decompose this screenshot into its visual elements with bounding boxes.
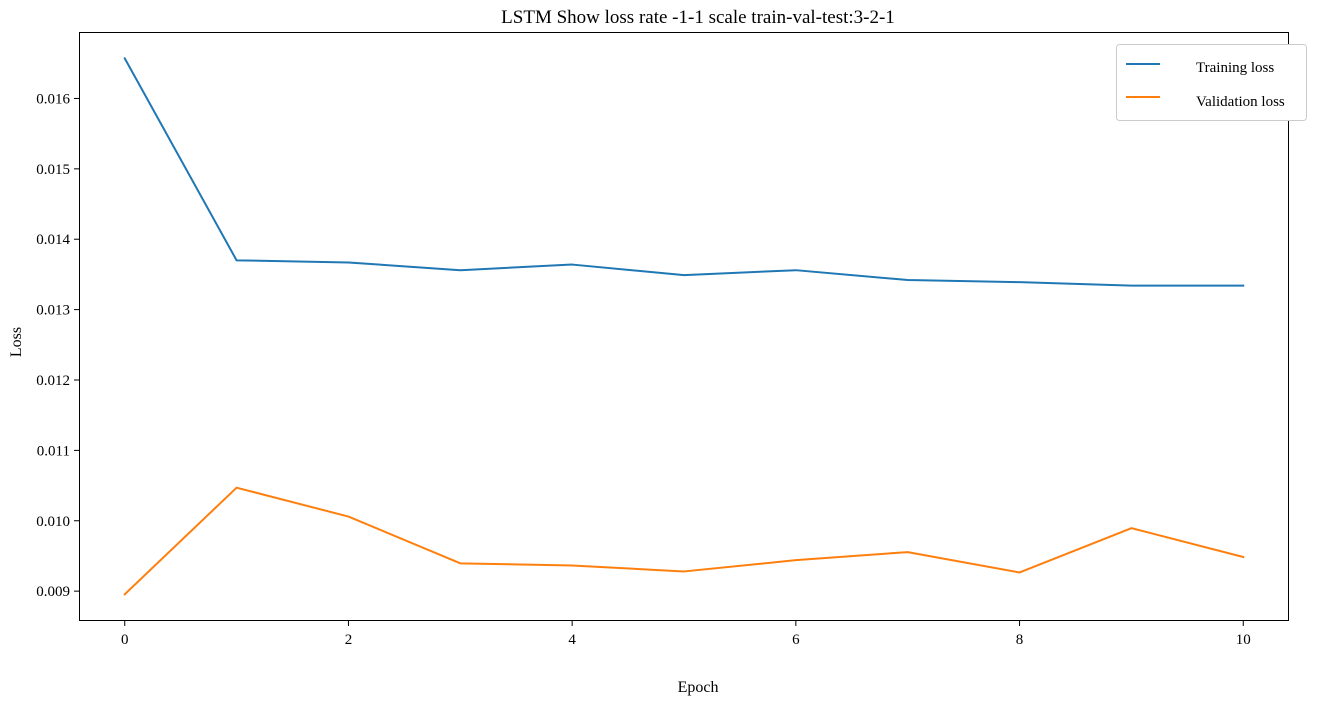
x-tick-label: 4 (568, 632, 576, 648)
legend: Training loss Validation loss (1116, 44, 1307, 121)
y-tick-label: 0.009 (36, 584, 70, 600)
x-tick-label: 2 (345, 632, 353, 648)
y-tick-label: 0.011 (37, 443, 70, 459)
y-axis-label: Loss (8, 327, 25, 357)
y-tick-label: 0.016 (36, 91, 70, 107)
y-axis-ticks: 0.009 0.010 0.011 0.012 0.013 0.014 0.015 0.016 (36, 91, 80, 600)
legend-box (1116, 44, 1307, 121)
y-tick-label: 0.013 (36, 303, 70, 319)
y-tick-label: 0.010 (36, 514, 70, 530)
x-axis-ticks: 0 2 4 6 8 10 (121, 620, 1251, 648)
x-tick-label: 8 (1016, 632, 1024, 648)
x-tick-label: 0 (121, 632, 129, 648)
y-tick-label: 0.012 (36, 373, 70, 389)
plot-frame (79, 32, 1289, 621)
y-tick-label: 0.014 (36, 232, 70, 248)
x-tick-label: 6 (792, 632, 800, 648)
series-lines (123, 56, 1245, 596)
legend-label-training-loss: Training loss (1196, 60, 1274, 76)
series-line-validation-loss (123, 486, 1245, 596)
x-tick-label: 10 (1236, 632, 1251, 648)
legend-label-validation-loss: Validation loss (1196, 94, 1285, 110)
y-tick-label: 0.015 (36, 162, 70, 178)
chart-title: LSTM Show loss rate -1-1 scale train-val… (501, 7, 895, 28)
series-line-training-loss (123, 56, 1245, 287)
x-axis-label: Epoch (678, 679, 719, 696)
